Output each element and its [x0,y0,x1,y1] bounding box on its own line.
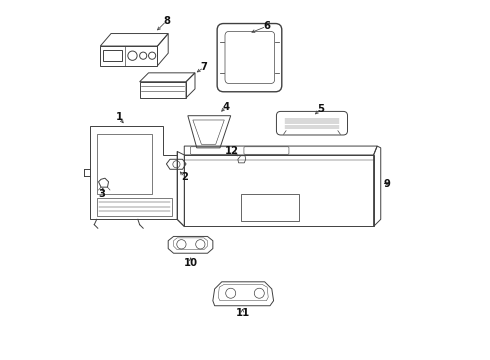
Text: 1: 1 [116,112,123,122]
Text: 2: 2 [182,172,189,182]
Text: 8: 8 [163,16,170,26]
Text: 3: 3 [98,189,105,199]
Text: 5: 5 [318,104,324,113]
Text: 10: 10 [184,258,197,268]
Text: 11: 11 [235,308,249,318]
Text: 6: 6 [263,21,270,31]
Text: 12: 12 [224,147,239,157]
Text: 9: 9 [384,179,391,189]
Text: 7: 7 [200,63,207,72]
Text: 4: 4 [222,102,229,112]
